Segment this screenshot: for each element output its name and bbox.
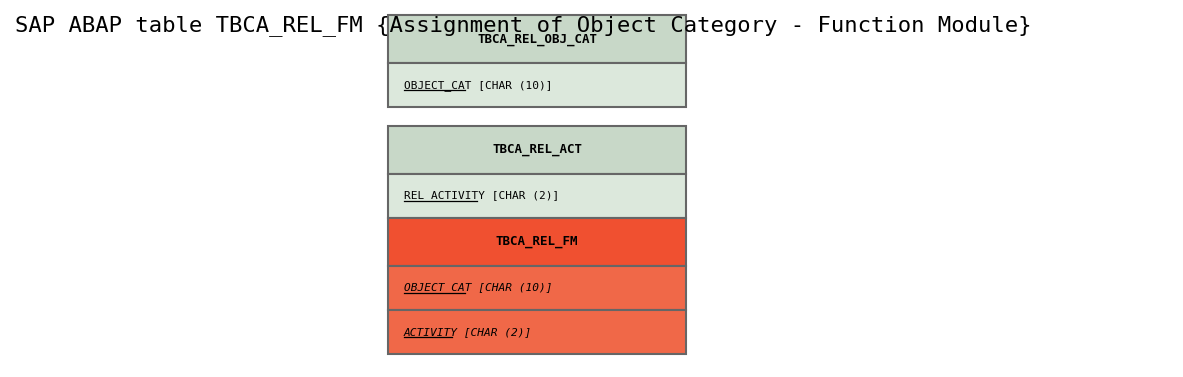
Text: TBCA_REL_OBJ_CAT: TBCA_REL_OBJ_CAT bbox=[477, 33, 597, 46]
Text: REL_ACTIVITY [CHAR (2)]: REL_ACTIVITY [CHAR (2)] bbox=[403, 190, 560, 201]
FancyBboxPatch shape bbox=[388, 266, 686, 310]
Text: SAP ABAP table TBCA_REL_FM {Assignment of Object Category - Function Module}: SAP ABAP table TBCA_REL_FM {Assignment o… bbox=[15, 15, 1032, 36]
FancyBboxPatch shape bbox=[388, 126, 686, 174]
FancyBboxPatch shape bbox=[388, 310, 686, 354]
Text: TBCA_REL_ACT: TBCA_REL_ACT bbox=[492, 143, 582, 156]
FancyBboxPatch shape bbox=[388, 63, 686, 107]
FancyBboxPatch shape bbox=[388, 174, 686, 218]
Text: OBJECT_CAT [CHAR (10)]: OBJECT_CAT [CHAR (10)] bbox=[403, 283, 552, 293]
Text: OBJECT_CAT [CHAR (10)]: OBJECT_CAT [CHAR (10)] bbox=[403, 80, 552, 91]
Text: ACTIVITY [CHAR (2)]: ACTIVITY [CHAR (2)] bbox=[403, 327, 532, 337]
FancyBboxPatch shape bbox=[388, 15, 686, 63]
Text: TBCA_REL_FM: TBCA_REL_FM bbox=[496, 236, 578, 248]
FancyBboxPatch shape bbox=[388, 218, 686, 266]
